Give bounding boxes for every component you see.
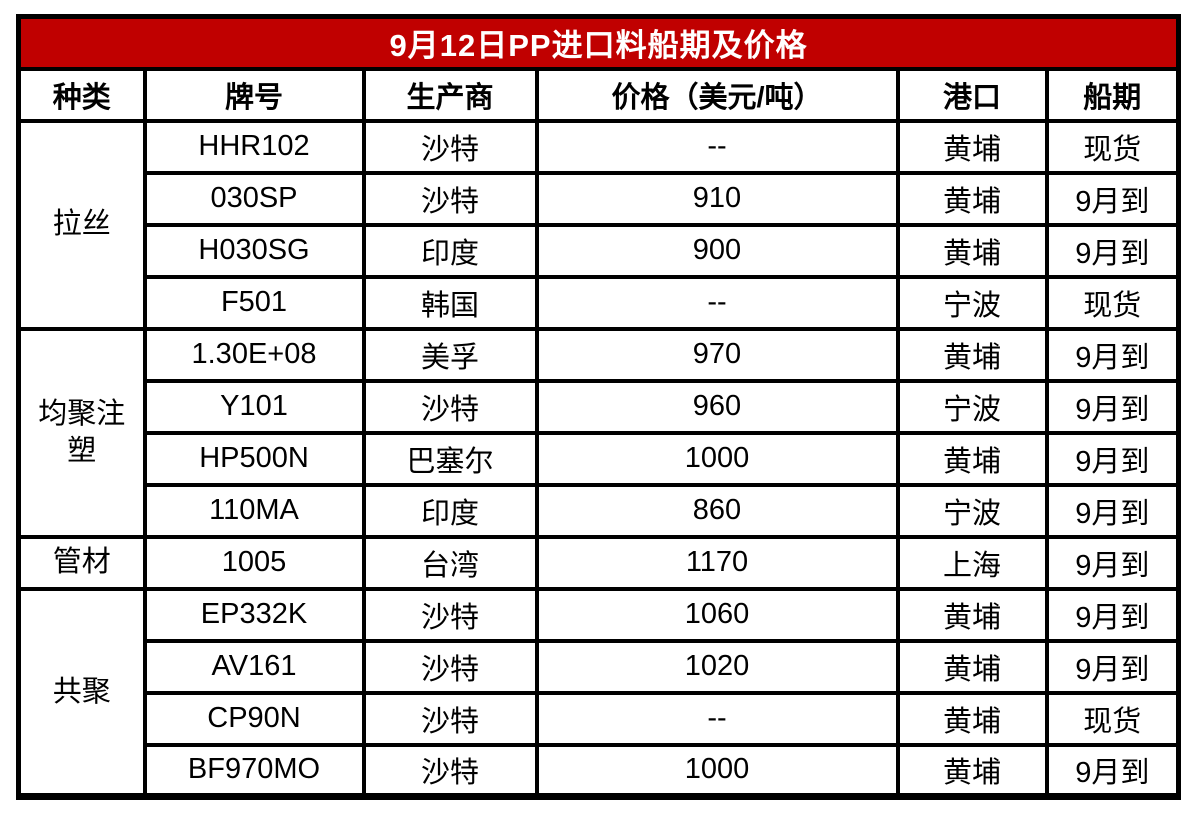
producer-cell: 沙特 xyxy=(361,378,539,435)
column-header-shipdate: 船期 xyxy=(1044,66,1181,123)
column-header-category: 种类 xyxy=(16,66,147,123)
grade-cell: F501 xyxy=(142,274,366,331)
price-cell: 1170 xyxy=(534,534,900,591)
table-row: HP500N 巴塞尔 1000 黄埔 9月到 xyxy=(19,430,1181,487)
grade-cell: BF970MO xyxy=(142,742,366,799)
table-row: Y101 沙特 960 宁波 9月到 xyxy=(19,378,1181,435)
category-cell: 共聚 xyxy=(16,586,147,799)
shipdate-cell: 9月到 xyxy=(1044,534,1181,591)
port-cell: 黄埔 xyxy=(895,430,1049,487)
shipdate-cell: 9月到 xyxy=(1044,742,1181,799)
producer-cell: 印度 xyxy=(361,482,539,539)
producer-cell: 沙特 xyxy=(361,118,539,175)
column-header-producer: 生产商 xyxy=(361,66,539,123)
grade-cell: EP332K xyxy=(142,586,366,643)
shipdate-cell: 现货 xyxy=(1044,118,1181,175)
port-cell: 黄埔 xyxy=(895,742,1049,799)
shipdate-cell: 现货 xyxy=(1044,690,1181,747)
producer-cell: 美孚 xyxy=(361,326,539,383)
price-cell: 1020 xyxy=(534,638,900,695)
table-body: 拉丝 HHR102 沙特 -- 黄埔 现货 030SP 沙特 910 黄埔 9月到 H030SG 印度 9… xyxy=(16,118,1181,799)
producer-cell: 沙特 xyxy=(361,690,539,747)
page: 9月12日PP进口料船期及价格 种类 牌号 生产商 价格（美元/吨） 港口 船期… xyxy=(16,14,1182,800)
price-cell: -- xyxy=(534,274,900,331)
pp-import-price-table: 9月12日PP进口料船期及价格 种类 牌号 生产商 价格（美元/吨） 港口 船期… xyxy=(16,14,1182,800)
shipdate-cell: 9月到 xyxy=(1044,378,1181,435)
producer-cell: 印度 xyxy=(361,222,539,279)
table-row: F501 韩国 -- 宁波 现货 xyxy=(19,274,1181,331)
column-header-port: 港口 xyxy=(895,66,1049,123)
shipdate-cell: 9月到 xyxy=(1044,430,1181,487)
table-row: 均聚注塑 1.30E+08 美孚 970 黄埔 9月到 xyxy=(16,326,1181,539)
table-row: BF970MO 沙特 1000 黄埔 9月到 xyxy=(19,742,1181,799)
port-cell: 上海 xyxy=(895,534,1049,591)
grade-cell: 030SP xyxy=(142,170,366,227)
grade-cell: AV161 xyxy=(142,638,366,695)
table-row: CP90N 沙特 -- 黄埔 现货 xyxy=(19,690,1181,747)
category-cell: 均聚注塑 xyxy=(16,326,147,539)
table-row: H030SG 印度 900 黄埔 9月到 xyxy=(19,222,1181,279)
port-cell: 宁波 xyxy=(895,378,1049,435)
price-cell: 970 xyxy=(534,326,900,383)
producer-cell: 沙特 xyxy=(361,170,539,227)
price-cell: 860 xyxy=(534,482,900,539)
shipdate-cell: 9月到 xyxy=(1044,222,1181,279)
shipdate-cell: 9月到 xyxy=(1044,482,1181,539)
port-cell: 黄埔 xyxy=(895,326,1049,383)
grade-cell: Y101 xyxy=(142,378,366,435)
grade-cell: 110MA xyxy=(142,482,366,539)
table-row: 110MA 印度 860 宁波 9月到 xyxy=(19,482,1181,539)
price-cell: 1060 xyxy=(534,586,900,643)
column-header-price: 价格（美元/吨） xyxy=(534,66,900,123)
grade-cell: H030SG xyxy=(142,222,366,279)
shipdate-cell: 9月到 xyxy=(1044,170,1181,227)
price-cell: -- xyxy=(534,690,900,747)
page-title: 9月12日PP进口料船期及价格 xyxy=(16,14,1181,71)
producer-cell: 沙特 xyxy=(361,586,539,643)
shipdate-cell: 9月到 xyxy=(1044,586,1181,643)
column-header-grade: 牌号 xyxy=(142,66,366,123)
price-cell: 910 xyxy=(534,170,900,227)
price-cell: 900 xyxy=(534,222,900,279)
grade-cell: HP500N xyxy=(142,430,366,487)
table-row: AV161 沙特 1020 黄埔 9月到 xyxy=(19,638,1181,695)
port-cell: 宁波 xyxy=(895,274,1049,331)
port-cell: 黄埔 xyxy=(895,118,1049,175)
shipdate-cell: 9月到 xyxy=(1044,638,1181,695)
category-cell: 拉丝 xyxy=(16,118,147,331)
price-cell: 1000 xyxy=(534,430,900,487)
title-row: 9月12日PP进口料船期及价格 xyxy=(16,14,1181,71)
price-cell: 1000 xyxy=(534,742,900,799)
port-cell: 黄埔 xyxy=(895,638,1049,695)
price-cell: 960 xyxy=(534,378,900,435)
category-cell: 管材 xyxy=(16,534,147,591)
grade-cell: CP90N xyxy=(142,690,366,747)
port-cell: 黄埔 xyxy=(895,586,1049,643)
column-header-row: 种类 牌号 生产商 价格（美元/吨） 港口 船期 xyxy=(16,66,1181,123)
shipdate-cell: 现货 xyxy=(1044,274,1181,331)
grade-cell: HHR102 xyxy=(142,118,366,175)
table-row: 共聚 EP332K 沙特 1060 黄埔 9月到 xyxy=(16,586,1181,799)
shipdate-cell: 9月到 xyxy=(1044,326,1181,383)
producer-cell: 巴塞尔 xyxy=(361,430,539,487)
producer-cell: 韩国 xyxy=(361,274,539,331)
table-row: 管材 1005 台湾 1170 上海 9月到 xyxy=(16,534,1181,591)
table-row: 030SP 沙特 910 黄埔 9月到 xyxy=(19,170,1181,227)
producer-cell: 沙特 xyxy=(361,638,539,695)
port-cell: 宁波 xyxy=(895,482,1049,539)
price-cell: -- xyxy=(534,118,900,175)
port-cell: 黄埔 xyxy=(895,690,1049,747)
producer-cell: 台湾 xyxy=(361,534,539,591)
port-cell: 黄埔 xyxy=(895,222,1049,279)
grade-cell: 1.30E+08 xyxy=(142,326,366,383)
grade-cell: 1005 xyxy=(142,534,366,591)
producer-cell: 沙特 xyxy=(361,742,539,799)
table-row: 拉丝 HHR102 沙特 -- 黄埔 现货 xyxy=(16,118,1181,331)
port-cell: 黄埔 xyxy=(895,170,1049,227)
